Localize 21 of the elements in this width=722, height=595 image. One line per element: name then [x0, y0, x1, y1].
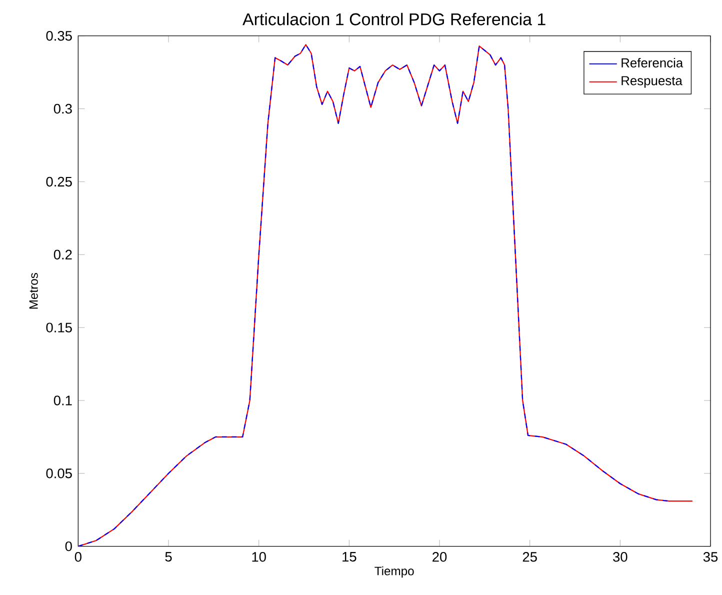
x-tick-label: 20: [432, 552, 447, 562]
y-axis-title: Metros: [29, 273, 38, 309]
chart-title: Articulacion 1 Control PDG Referencia 1: [242, 13, 546, 26]
x-tick-label: 5: [165, 552, 172, 562]
y-tick-label: 0.15: [46, 322, 72, 333]
legend-label: Referencia: [622, 58, 684, 68]
x-axis-title: Tiempo: [374, 566, 414, 578]
x-tick-label: 0: [74, 552, 82, 562]
y-tick-label: 0: [65, 542, 72, 552]
x-tick-label: 30: [613, 552, 628, 562]
y-tick-label: 0.35: [46, 31, 72, 41]
y-tick-label: 0.2: [54, 250, 72, 260]
y-tick-label: 0.3: [54, 104, 72, 114]
legend-label: Respuesta: [622, 76, 682, 88]
y-tick-label: 0.1: [54, 396, 72, 406]
x-tick-label: 15: [342, 552, 356, 562]
x-tick-label: 35: [703, 552, 718, 562]
y-tick-label: 0.25: [46, 177, 72, 187]
y-tick-label: 0.05: [46, 468, 72, 478]
x-tick-label: 10: [252, 552, 266, 562]
x-tick-label: 25: [522, 552, 537, 562]
